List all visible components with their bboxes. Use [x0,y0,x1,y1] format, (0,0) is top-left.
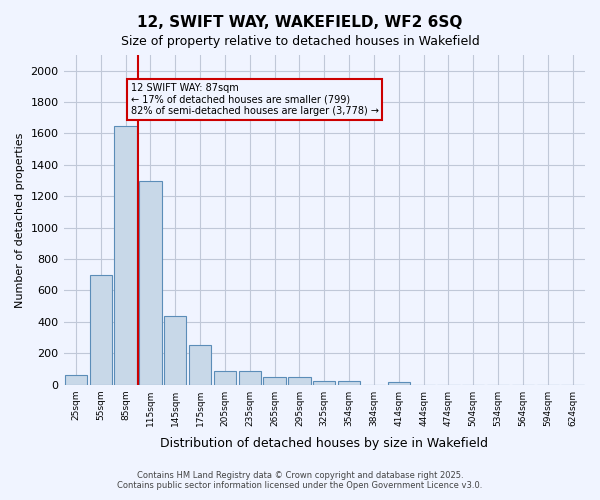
Bar [164,316,187,384]
Bar [89,275,112,384]
Bar [214,372,236,384]
Bar [139,180,161,384]
Bar [239,372,261,384]
Bar [288,377,311,384]
Bar [263,377,286,384]
Bar [115,126,137,384]
Bar [338,380,360,384]
Text: 12, SWIFT WAY, WAKEFIELD, WF2 6SQ: 12, SWIFT WAY, WAKEFIELD, WF2 6SQ [137,15,463,30]
Text: 12 SWIFT WAY: 87sqm
← 17% of detached houses are smaller (799)
82% of semi-detac: 12 SWIFT WAY: 87sqm ← 17% of detached ho… [131,84,379,116]
Text: Size of property relative to detached houses in Wakefield: Size of property relative to detached ho… [121,35,479,48]
Y-axis label: Number of detached properties: Number of detached properties [15,132,25,308]
Bar [189,346,211,385]
X-axis label: Distribution of detached houses by size in Wakefield: Distribution of detached houses by size … [160,437,488,450]
Bar [313,380,335,384]
Bar [388,382,410,384]
Bar [65,375,87,384]
Text: Contains HM Land Registry data © Crown copyright and database right 2025.
Contai: Contains HM Land Registry data © Crown c… [118,470,482,490]
